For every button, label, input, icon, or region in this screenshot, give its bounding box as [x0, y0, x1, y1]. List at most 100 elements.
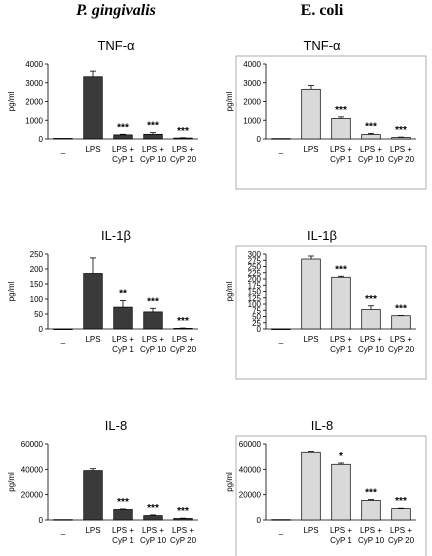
x-tick-label: LPS + [112, 335, 134, 344]
x-tick-label: LPS [303, 526, 318, 535]
y-tick-label: 1000 [243, 116, 261, 125]
x-tick-label: LPS + [360, 526, 382, 535]
bar [271, 138, 291, 140]
y-tick-label: 225 [248, 269, 262, 278]
y-tick-label: 100 [248, 300, 262, 309]
y-tick-label: 75 [252, 306, 261, 315]
x-tick-label: CyP 1 [112, 345, 134, 354]
bar [331, 463, 351, 521]
x-tick-label: _ [60, 526, 66, 535]
significance-label: *** [177, 506, 189, 517]
panel-title-tnf-right: TNF-α [303, 38, 341, 53]
x-tick-label: CyP 10 [358, 536, 385, 545]
y-tick-label: 60000 [239, 440, 262, 449]
x-tick-label: LPS + [112, 526, 134, 535]
x-tick-label: CyP 1 [330, 536, 352, 545]
bar [83, 273, 103, 330]
bar [391, 315, 411, 330]
x-tick-label: LPS + [112, 145, 134, 154]
x-tick-label: CyP 1 [330, 345, 352, 354]
x-tick-label: CyP 10 [358, 345, 385, 354]
bar [361, 309, 381, 330]
chart-frame [235, 55, 427, 190]
x-tick-label: LPS [303, 145, 318, 154]
significance-label: *** [117, 497, 129, 508]
significance-label: *** [335, 264, 347, 275]
x-tick-label: CyP 10 [140, 345, 167, 354]
significance-label: * [339, 451, 343, 462]
x-tick-label: LPS + [360, 145, 382, 154]
y-tick-label: 20000 [21, 491, 44, 500]
x-tick-label: LPS [303, 335, 318, 344]
x-tick-label: LPS + [360, 335, 382, 344]
y-tick-label: 2000 [25, 98, 43, 107]
x-tick-label: LPS + [142, 145, 164, 154]
bar [113, 134, 133, 140]
x-tick-label: LPS + [330, 526, 352, 535]
x-tick-label: LPS + [330, 335, 352, 344]
bar [173, 137, 193, 140]
y-tick-label: 275 [248, 256, 262, 265]
panel-title-il8-left: IL-8 [104, 418, 128, 433]
bar [271, 328, 291, 330]
panel-title-tnf-left: TNF-α [97, 38, 135, 53]
significance-label: *** [395, 304, 407, 315]
x-tick-label: CyP 20 [388, 155, 415, 164]
y-axis-label: pg/ml [7, 281, 16, 301]
panel-title-il1b-right: IL-1β [307, 228, 337, 243]
significance-label: *** [117, 122, 129, 133]
chart-frame [235, 435, 427, 556]
x-tick-label: CyP 10 [140, 155, 167, 164]
y-tick-label: 0 [39, 135, 44, 144]
y-tick-label: 3000 [25, 79, 43, 88]
bar [271, 519, 291, 521]
bar [113, 306, 133, 330]
panel-title-il1b-left: IL-1β [101, 228, 131, 243]
y-tick-label: 0 [257, 516, 262, 525]
bar [53, 519, 73, 521]
y-tick-label: 175 [248, 281, 262, 290]
x-tick-label: LPS [85, 145, 100, 154]
significance-label: *** [365, 294, 377, 305]
significance-label: *** [365, 488, 377, 499]
y-tick-label: 150 [30, 280, 44, 289]
y-tick-label: 100 [30, 295, 44, 304]
bar [331, 118, 351, 140]
bar [83, 470, 103, 521]
y-tick-label: 25 [252, 319, 261, 328]
x-tick-label: LPS + [172, 145, 194, 154]
y-tick-label: 150 [248, 288, 262, 297]
bar [53, 138, 73, 140]
y-tick-label: 0 [39, 516, 44, 525]
x-tick-label: _ [278, 335, 284, 344]
x-tick-label: CyP 20 [170, 536, 197, 545]
x-tick-label: LPS + [390, 526, 412, 535]
bar [143, 133, 163, 140]
y-axis-label: pg/ml [225, 91, 234, 111]
x-tick-label: CyP 1 [112, 536, 134, 545]
x-tick-label: LPS + [142, 335, 164, 344]
bar [53, 328, 73, 330]
bar [173, 518, 193, 521]
x-tick-label: LPS [85, 335, 100, 344]
significance-label: *** [147, 503, 159, 514]
bar [361, 500, 381, 521]
significance-label: *** [395, 125, 407, 136]
x-tick-label: LPS + [172, 526, 194, 535]
panel-title-il8-right: IL-8 [310, 418, 334, 433]
bar [83, 76, 103, 140]
y-tick-label: 4000 [25, 60, 43, 69]
bar [113, 509, 133, 521]
bar [391, 508, 411, 521]
significance-label: *** [147, 121, 159, 132]
significance-label: *** [395, 496, 407, 507]
x-tick-label: _ [278, 526, 284, 535]
significance-label: *** [365, 121, 377, 132]
x-tick-label: CyP 10 [358, 155, 385, 164]
x-tick-label: _ [278, 145, 284, 154]
y-tick-label: 40000 [21, 465, 44, 474]
